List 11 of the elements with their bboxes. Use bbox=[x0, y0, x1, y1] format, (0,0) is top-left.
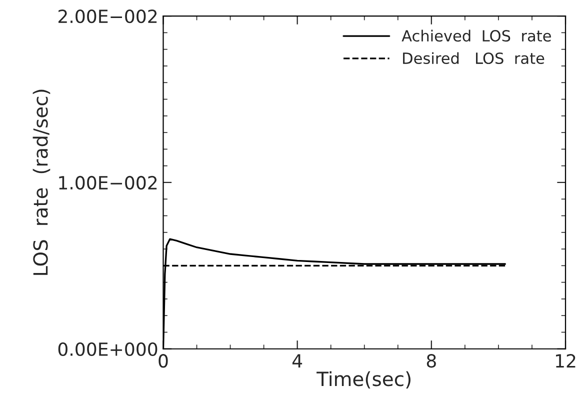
x-tick-label: 4 bbox=[292, 354, 302, 368]
y-tick-label: 2.00E−002 bbox=[58, 10, 157, 24]
x-axis-title: Time(sec) bbox=[316, 371, 410, 389]
x-tick-label: 8 bbox=[426, 354, 436, 368]
y-axis-title: LOS rate (rad/sec) bbox=[32, 90, 50, 275]
x-tick-label: 12 bbox=[556, 354, 576, 368]
y-tick-label: 1.00E−002 bbox=[59, 176, 157, 190]
y-tick-label: 0.00E+000 bbox=[58, 342, 158, 356]
legend-label: Achieved LOS rate bbox=[402, 30, 551, 42]
legend-label: Desired LOS rate bbox=[403, 52, 544, 64]
x-tick-label: 0 bbox=[158, 354, 168, 368]
